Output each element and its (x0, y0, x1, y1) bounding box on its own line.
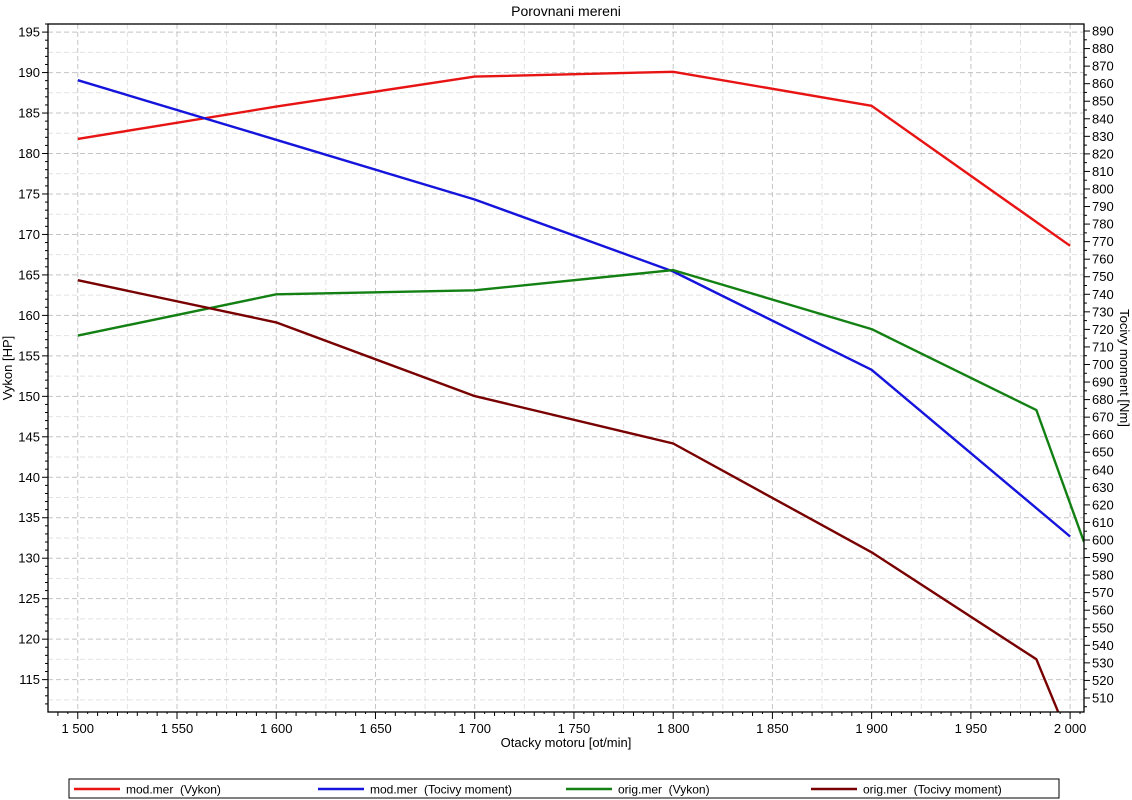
y2-tick-label: 640 (1092, 462, 1114, 477)
legend-box (68, 778, 1060, 799)
y2-tick-label: 550 (1092, 620, 1114, 635)
chart-title: Porovnani mereni (511, 3, 621, 19)
plot-frame (47, 23, 1085, 713)
grid (48, 24, 1084, 712)
x-axis-title: Otacky motoru [ot/min] (501, 735, 632, 750)
y2-tick-label: 530 (1092, 655, 1114, 670)
x-tick-label: 1 900 (855, 721, 888, 736)
y2-tick-label: 700 (1092, 357, 1114, 372)
y-tick-label: 165 (18, 267, 40, 282)
x-tick-label: 1 700 (458, 721, 491, 736)
y2-tick-label: 600 (1092, 533, 1114, 548)
x-tick-label: 1 500 (61, 721, 94, 736)
y-tick-label: 185 (18, 106, 40, 121)
y2-tick-label: 710 (1092, 339, 1114, 354)
x-tick-label: 2 000 (1054, 721, 1087, 736)
y-tick-label: 175 (18, 186, 40, 201)
y2-tick-label: 560 (1092, 603, 1114, 618)
x-tick-label: 1 600 (260, 721, 293, 736)
y-axis-right: 510 520 530 540 550 560 570 580 590 600 610 620 630 6… (1084, 24, 1114, 708)
y2-tick-label: 740 (1092, 287, 1114, 302)
x-tick-label: 1 850 (756, 721, 789, 736)
y2-tick-label: 760 (1092, 252, 1114, 267)
y2-tick-label: 780 (1092, 217, 1114, 232)
y-axis-title: Vykon [HP] (0, 336, 15, 401)
y-axis-left: 115 120 125 130 135 140 145 150 155 160 165 170 175 1… (18, 23, 48, 705)
y-tick-label: 170 (18, 227, 40, 242)
y2-tick-label: 580 (1092, 568, 1114, 583)
x-tick-label: 1 750 (558, 721, 591, 736)
y2-tick-label: 610 (1092, 515, 1114, 530)
y-tick-label: 150 (18, 389, 40, 404)
x-tick-label: 1 800 (657, 721, 690, 736)
y2-tick-label: 570 (1092, 585, 1114, 600)
series-line-4 (77, 279, 1060, 712)
y2-tick-label: 840 (1092, 111, 1114, 126)
y2-axis-title: Tocivy moment [Nm] (1117, 309, 1132, 427)
y2-tick-label: 880 (1092, 41, 1114, 56)
x-axis: 1 500 1 550 1 600 1 650 1 700 1 750 1 800 1 850… (57, 712, 1087, 736)
x-tick-label: 1 650 (359, 721, 392, 736)
series-line-2 (77, 79, 1071, 538)
y2-tick-label: 510 (1092, 690, 1114, 705)
y2-tick-label: 830 (1092, 129, 1114, 144)
y2-tick-label: 730 (1092, 304, 1114, 319)
legend-label-3: orig.mer (Vykon) (618, 783, 710, 797)
y2-tick-label: 790 (1092, 199, 1114, 214)
y2-tick-label: 540 (1092, 638, 1114, 653)
y2-tick-label: 660 (1092, 427, 1114, 442)
y2-tick-label: 800 (1092, 181, 1114, 196)
y2-tick-label: 690 (1092, 375, 1114, 390)
y2-tick-label: 810 (1092, 164, 1114, 179)
y2-tick-label: 630 (1092, 480, 1114, 495)
y-tick-label: 190 (18, 65, 40, 80)
y-tick-label: 195 (18, 25, 40, 40)
y2-tick-label: 890 (1092, 24, 1114, 39)
y2-tick-label: 720 (1092, 322, 1114, 337)
y2-tick-label: 850 (1092, 94, 1114, 109)
y2-tick-label: 750 (1092, 269, 1114, 284)
y-tick-label: 125 (18, 591, 40, 606)
legend-label-4: orig.mer (Tocivy moment) (863, 783, 1002, 797)
y2-tick-label: 820 (1092, 146, 1114, 161)
y-tick-label: 120 (18, 632, 40, 647)
series-line-3 (77, 268, 1084, 543)
y-tick-label: 115 (19, 672, 40, 687)
x-tick-label: 1 950 (955, 721, 988, 736)
y-tick-label: 180 (18, 146, 40, 161)
legend-label-2: mod.mer (Tocivy moment) (370, 783, 512, 797)
y-tick-label: 135 (18, 510, 40, 525)
y2-tick-label: 670 (1092, 410, 1114, 425)
x-tick-label: 1 550 (161, 721, 194, 736)
legend-label-1: mod.mer (Vykon) (126, 783, 221, 797)
y2-tick-label: 870 (1092, 59, 1114, 74)
series-lines (77, 70, 1084, 712)
y2-tick-label: 590 (1092, 550, 1114, 565)
y2-tick-label: 770 (1092, 234, 1114, 249)
y2-tick-label: 650 (1092, 445, 1114, 460)
y2-tick-label: 620 (1092, 497, 1114, 512)
y-tick-label: 160 (18, 308, 40, 323)
y2-tick-label: 860 (1092, 76, 1114, 91)
series-line-1 (77, 70, 1071, 247)
y-tick-label: 130 (18, 551, 40, 566)
y-tick-label: 140 (18, 470, 40, 485)
y-tick-label: 145 (18, 429, 40, 444)
y-tick-label: 155 (18, 348, 40, 363)
legend: mod.mer (Vykon) mod.mer (Tocivy moment) or… (68, 778, 1060, 799)
y2-tick-label: 680 (1092, 392, 1114, 407)
y2-tick-label: 520 (1092, 673, 1114, 688)
